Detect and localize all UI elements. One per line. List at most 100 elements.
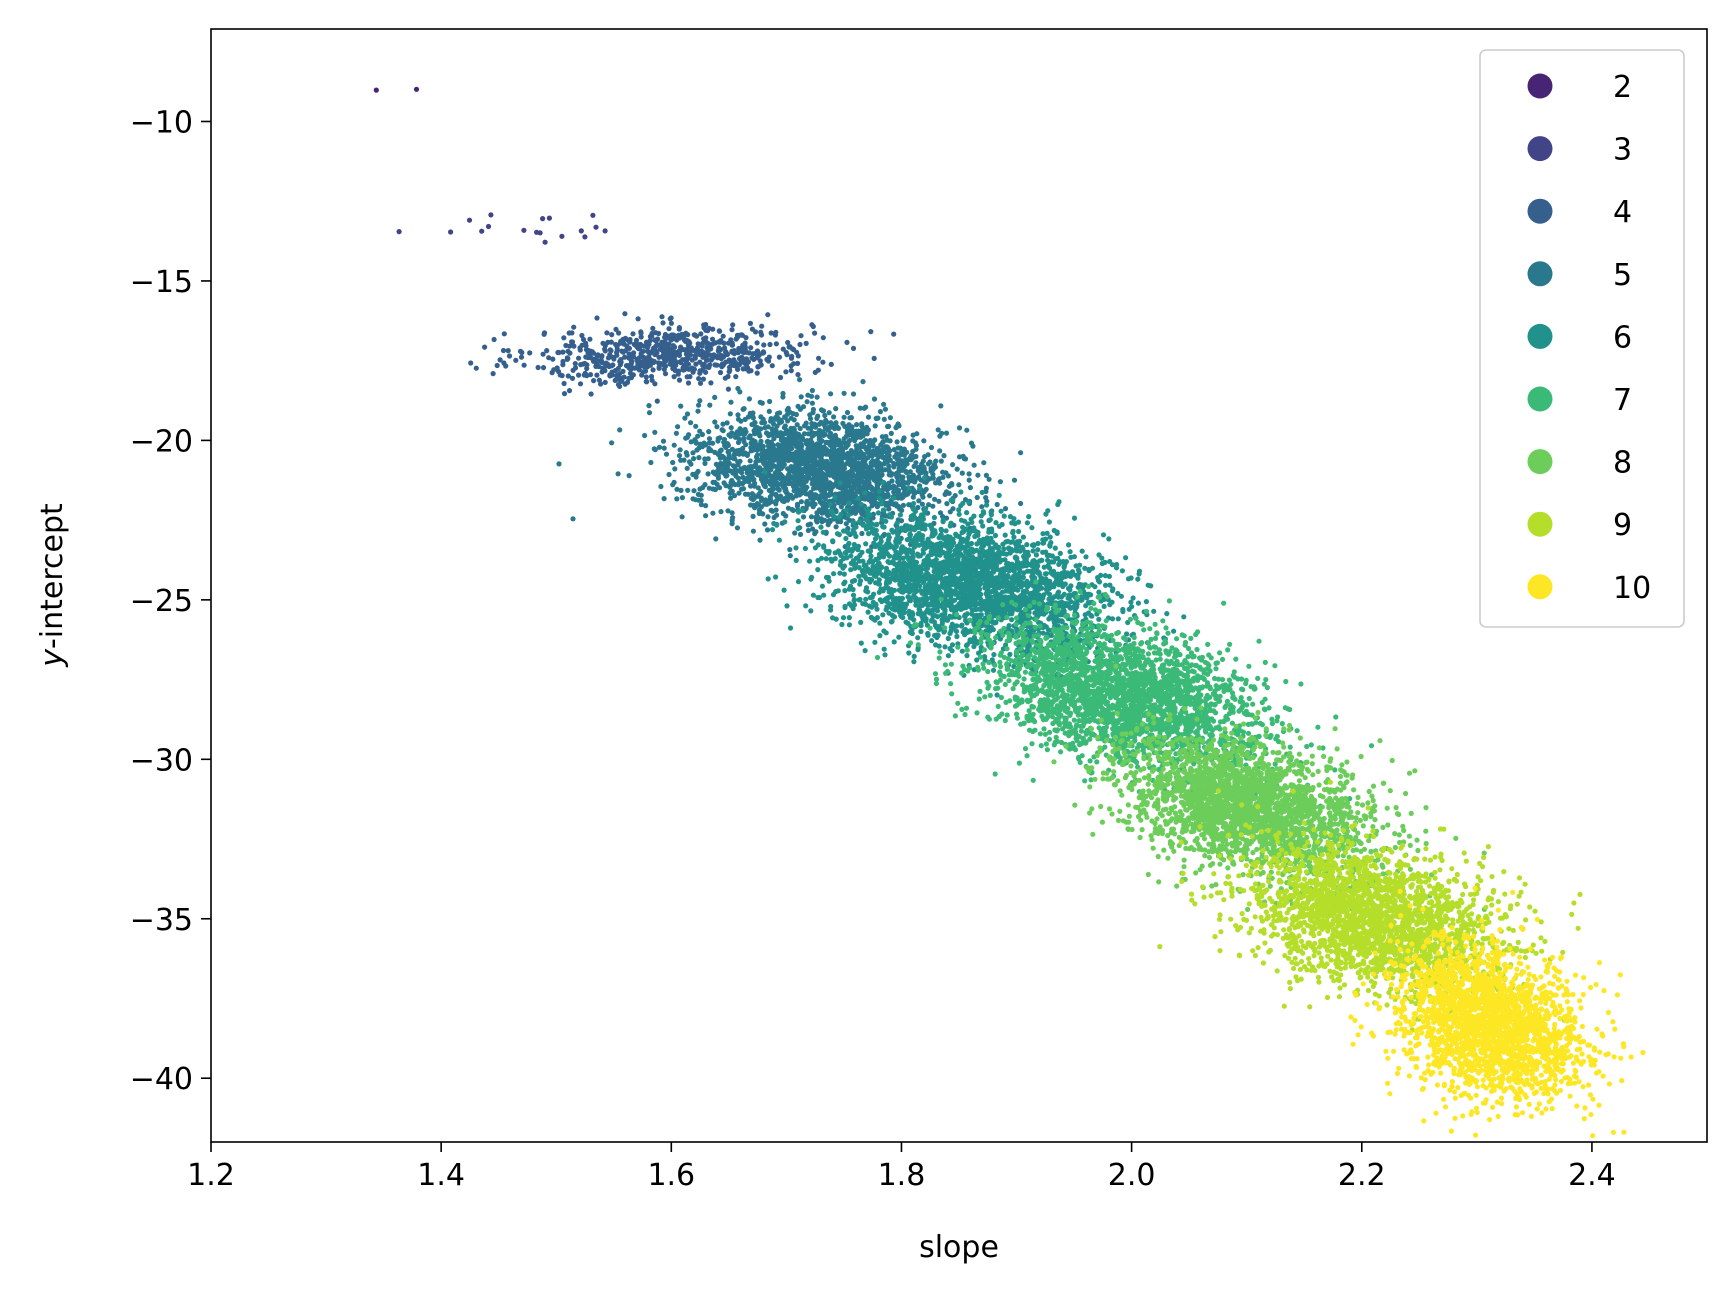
data-point — [647, 357, 653, 363]
data-point — [809, 574, 815, 580]
data-point — [707, 362, 713, 368]
data-point — [505, 348, 511, 354]
data-point — [721, 480, 727, 486]
data-point — [931, 462, 938, 468]
data-point — [1107, 558, 1113, 565]
data-point — [1001, 551, 1007, 557]
data-point — [936, 476, 942, 482]
data-point — [746, 396, 753, 402]
data-point — [910, 494, 916, 500]
data-point — [816, 434, 823, 440]
data-point — [617, 427, 623, 433]
data-point — [907, 532, 914, 538]
data-point — [670, 459, 676, 466]
data-point — [805, 527, 812, 534]
data-point — [918, 628, 924, 635]
data-point — [685, 332, 691, 338]
data-point — [735, 385, 741, 392]
data-point — [953, 532, 959, 539]
data-point — [771, 514, 777, 521]
data-point — [544, 348, 550, 354]
data-point — [871, 396, 878, 402]
data-point — [1008, 546, 1014, 552]
data-point — [1045, 508, 1051, 514]
data-point — [891, 331, 897, 337]
data-point — [888, 430, 894, 436]
data-point — [503, 363, 509, 369]
data-point — [735, 416, 742, 422]
data-point — [793, 493, 799, 499]
data-point — [888, 543, 894, 549]
data-point — [817, 427, 823, 434]
data-point — [521, 227, 527, 233]
data-point — [656, 364, 662, 370]
data-point — [937, 448, 943, 454]
data-point — [728, 360, 734, 366]
data-point — [576, 372, 582, 378]
data-point — [765, 514, 771, 520]
data-point — [829, 424, 835, 430]
data-point — [864, 483, 871, 489]
data-point — [686, 459, 693, 465]
data-point — [710, 510, 716, 516]
data-point — [662, 343, 668, 349]
data-point — [602, 228, 608, 234]
data-point — [938, 458, 944, 464]
data-point — [676, 453, 683, 459]
data-point — [820, 335, 826, 341]
data-point — [820, 359, 826, 365]
data-point — [1016, 528, 1022, 535]
data-point — [699, 343, 705, 349]
data-point — [1066, 594, 1072, 600]
data-point — [1120, 608, 1126, 615]
data-point — [754, 425, 761, 431]
data-point — [1048, 540, 1054, 546]
data-point — [594, 372, 600, 378]
data-point — [527, 350, 533, 356]
data-point — [698, 492, 704, 498]
data-point — [593, 224, 599, 230]
data-point — [671, 442, 677, 448]
data-point — [728, 495, 734, 501]
data-point — [793, 450, 800, 456]
data-point — [565, 373, 571, 379]
data-point — [925, 452, 931, 458]
data-point — [559, 233, 565, 239]
data-point — [891, 489, 897, 495]
data-point — [815, 367, 821, 373]
data-point — [615, 471, 621, 477]
data-point — [818, 419, 824, 425]
data-point — [994, 501, 1000, 508]
data-point — [693, 423, 699, 429]
data-point — [700, 363, 706, 369]
data-point — [795, 360, 801, 366]
data-point — [559, 373, 565, 379]
data-point — [736, 490, 742, 496]
data-point — [600, 340, 606, 346]
data-point — [1061, 569, 1067, 575]
data-point — [831, 482, 837, 488]
data-point — [816, 472, 822, 478]
data-point — [663, 358, 669, 364]
data-point — [775, 442, 781, 448]
data-point — [1143, 599, 1149, 605]
data-point — [684, 434, 691, 440]
data-point — [671, 374, 677, 380]
data-point — [787, 547, 793, 553]
data-point — [913, 442, 920, 449]
data-point — [809, 387, 816, 394]
data-point — [696, 455, 702, 461]
data-point — [500, 347, 507, 354]
data-point — [959, 648, 965, 654]
data-point — [660, 438, 667, 444]
data-point — [872, 423, 878, 429]
data-point — [793, 557, 799, 564]
data-point — [630, 353, 637, 359]
data-point — [824, 419, 830, 425]
data-point — [494, 362, 500, 369]
data-point — [755, 465, 761, 471]
data-point — [913, 460, 919, 466]
data-point — [742, 345, 748, 351]
data-point — [678, 403, 684, 409]
